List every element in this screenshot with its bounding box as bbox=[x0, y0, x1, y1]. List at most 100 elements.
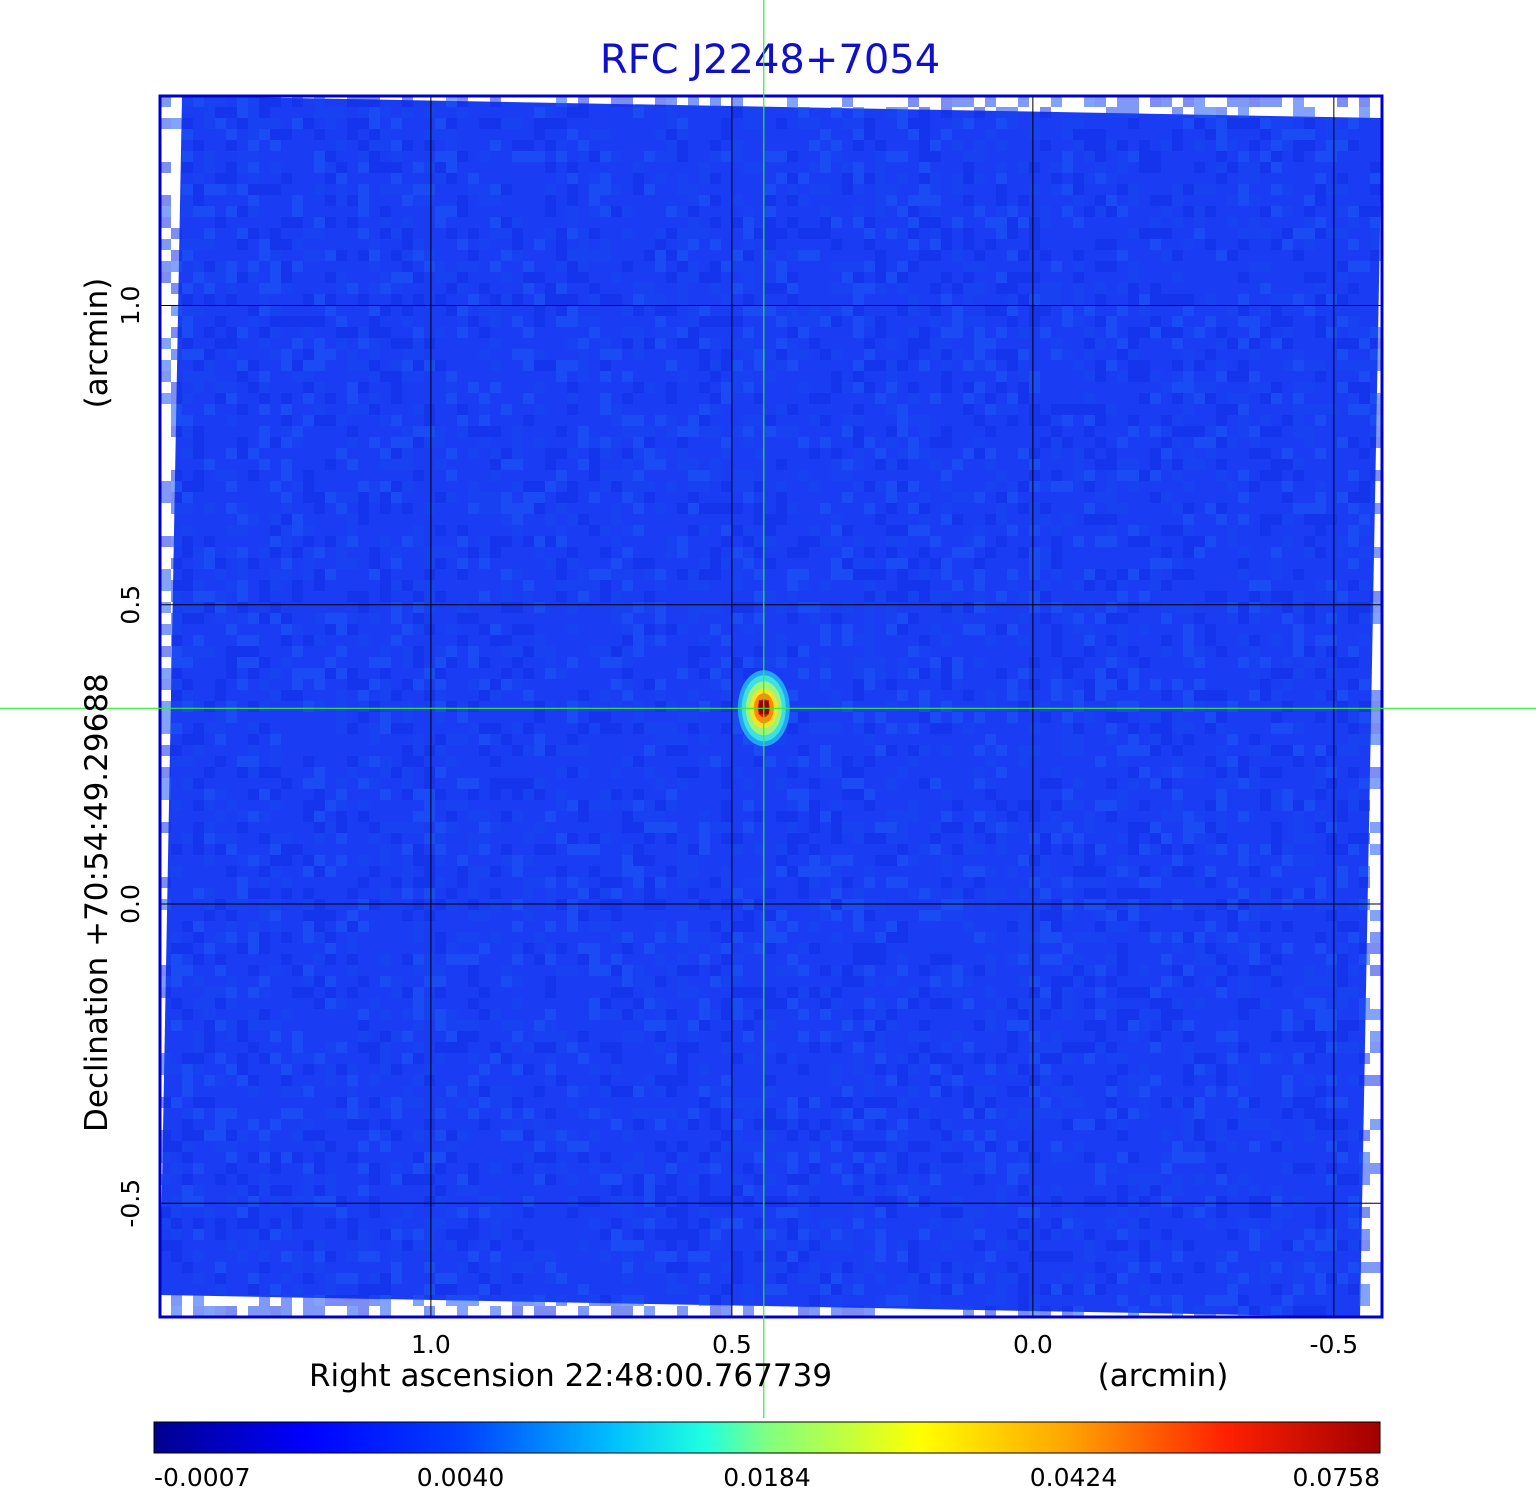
noise-pixel bbox=[259, 305, 270, 316]
noise-pixel bbox=[1227, 1053, 1238, 1064]
noise-pixel bbox=[985, 514, 996, 525]
noise-pixel bbox=[413, 327, 424, 338]
noise-pixel bbox=[1271, 635, 1282, 646]
noise-pixel bbox=[1216, 404, 1227, 415]
noise-pixel bbox=[897, 833, 908, 844]
noise-pixel bbox=[204, 349, 215, 360]
noise-pixel bbox=[1304, 129, 1315, 140]
noise-pixel bbox=[501, 448, 512, 459]
noise-pixel bbox=[1216, 415, 1227, 426]
noise-pixel bbox=[578, 96, 589, 107]
noise-pixel bbox=[765, 921, 776, 932]
noise-pixel bbox=[578, 437, 589, 448]
noise-pixel bbox=[1249, 646, 1260, 657]
noise-pixel bbox=[248, 1086, 259, 1097]
noise-pixel bbox=[1304, 855, 1315, 866]
noise-pixel bbox=[215, 1020, 226, 1031]
noise-pixel bbox=[1370, 690, 1381, 701]
noise-pixel bbox=[622, 855, 633, 866]
noise-pixel bbox=[1150, 228, 1161, 239]
noise-pixel bbox=[325, 107, 336, 118]
noise-pixel bbox=[1260, 305, 1271, 316]
noise-pixel bbox=[1315, 547, 1326, 558]
noise-pixel bbox=[391, 338, 402, 349]
noise-pixel bbox=[1117, 283, 1128, 294]
noise-pixel bbox=[1029, 591, 1040, 602]
noise-pixel bbox=[1106, 635, 1117, 646]
noise-pixel bbox=[160, 96, 171, 107]
noise-pixel bbox=[490, 635, 501, 646]
noise-pixel bbox=[776, 514, 787, 525]
noise-pixel bbox=[567, 173, 578, 184]
noise-pixel bbox=[666, 107, 677, 118]
noise-pixel bbox=[1095, 1163, 1106, 1174]
noise-pixel bbox=[1315, 217, 1326, 228]
noise-pixel bbox=[182, 1053, 193, 1064]
noise-pixel bbox=[842, 569, 853, 580]
noise-pixel bbox=[721, 1031, 732, 1042]
noise-pixel bbox=[622, 822, 633, 833]
noise-pixel bbox=[380, 1097, 391, 1108]
noise-pixel bbox=[248, 701, 259, 712]
noise-pixel bbox=[864, 382, 875, 393]
noise-pixel bbox=[996, 668, 1007, 679]
noise-pixel bbox=[1128, 107, 1139, 118]
noise-pixel bbox=[1018, 1020, 1029, 1031]
noise-pixel bbox=[1282, 536, 1293, 547]
noise-pixel bbox=[171, 745, 182, 756]
noise-pixel bbox=[160, 118, 171, 129]
noise-pixel bbox=[875, 459, 886, 470]
noise-pixel bbox=[1205, 206, 1216, 217]
noise-pixel bbox=[864, 1075, 875, 1086]
noise-pixel bbox=[1249, 327, 1260, 338]
noise-pixel bbox=[622, 228, 633, 239]
noise-pixel bbox=[842, 976, 853, 987]
noise-pixel bbox=[534, 404, 545, 415]
noise-pixel bbox=[677, 437, 688, 448]
noise-pixel bbox=[1337, 492, 1348, 503]
noise-pixel bbox=[1073, 360, 1084, 371]
noise-pixel bbox=[215, 316, 226, 327]
noise-pixel bbox=[754, 987, 765, 998]
noise-pixel bbox=[413, 360, 424, 371]
noise-pixel bbox=[248, 1152, 259, 1163]
noise-pixel bbox=[820, 602, 831, 613]
noise-pixel bbox=[655, 822, 666, 833]
noise-pixel bbox=[1271, 767, 1282, 778]
noise-pixel bbox=[1106, 866, 1117, 877]
noise-pixel bbox=[1282, 943, 1293, 954]
noise-pixel bbox=[908, 1185, 919, 1196]
noise-pixel bbox=[358, 503, 369, 514]
noise-pixel bbox=[259, 239, 270, 250]
noise-pixel bbox=[160, 822, 171, 833]
noise-pixel bbox=[710, 360, 721, 371]
noise-pixel bbox=[1084, 96, 1095, 107]
noise-pixel bbox=[688, 338, 699, 349]
noise-pixel bbox=[677, 272, 688, 283]
noise-pixel bbox=[655, 1020, 666, 1031]
noise-pixel bbox=[248, 96, 259, 107]
noise-pixel bbox=[556, 470, 567, 481]
noise-pixel bbox=[644, 767, 655, 778]
noise-pixel bbox=[864, 239, 875, 250]
noise-pixel bbox=[732, 888, 743, 899]
noise-pixel bbox=[523, 855, 534, 866]
noise-pixel bbox=[534, 954, 545, 965]
noise-pixel bbox=[193, 701, 204, 712]
noise-pixel bbox=[1326, 1174, 1337, 1185]
noise-pixel bbox=[380, 767, 391, 778]
noise-pixel bbox=[347, 910, 358, 921]
noise-pixel bbox=[864, 481, 875, 492]
noise-pixel bbox=[633, 305, 644, 316]
noise-pixel bbox=[1084, 1020, 1095, 1031]
noise-pixel bbox=[699, 338, 710, 349]
noise-pixel bbox=[259, 1130, 270, 1141]
noise-pixel bbox=[391, 690, 402, 701]
noise-pixel bbox=[270, 239, 281, 250]
noise-pixel bbox=[897, 855, 908, 866]
noise-pixel bbox=[1150, 195, 1161, 206]
noise-pixel bbox=[963, 228, 974, 239]
noise-pixel bbox=[677, 866, 688, 877]
noise-pixel bbox=[193, 1042, 204, 1053]
noise-pixel bbox=[974, 602, 985, 613]
